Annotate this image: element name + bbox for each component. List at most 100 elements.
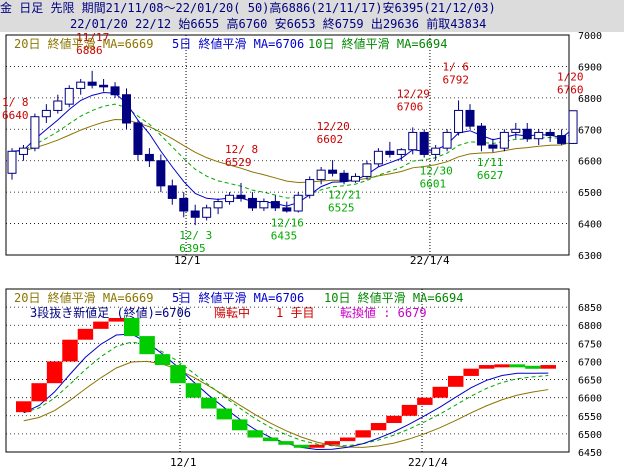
- brick-up: [16, 401, 32, 413]
- plot-frame: [5, 34, 570, 256]
- y-tick-label: 6800: [578, 321, 602, 332]
- y-tick-label: 6600: [578, 394, 602, 405]
- candle-down: [385, 150, 395, 155]
- candle-up: [534, 131, 544, 140]
- candle-up: [351, 175, 360, 182]
- candle-down: [270, 201, 280, 209]
- y-tick-label: 6750: [578, 339, 602, 350]
- candle-down: [190, 210, 200, 218]
- brick-up: [309, 444, 325, 448]
- y-tick-label: 6300: [578, 251, 602, 262]
- brick-up: [31, 383, 47, 402]
- annotation-label: 6627: [477, 169, 504, 182]
- candle-down: [465, 109, 475, 127]
- candle-down: [167, 185, 177, 199]
- annotation-label: 6886: [76, 44, 103, 57]
- annotation-label: 1/20: [557, 70, 584, 83]
- brick-down: [509, 364, 526, 368]
- candle-up: [568, 110, 578, 144]
- candle-up: [442, 131, 452, 149]
- candle-down: [282, 207, 292, 212]
- ma20-line: [11, 119, 574, 183]
- candle-down: [557, 135, 567, 144]
- candle-up: [30, 116, 40, 149]
- annotation-label: 6525: [328, 201, 355, 214]
- candle-up: [7, 150, 17, 174]
- brick-down: [525, 365, 541, 369]
- candle-up: [18, 147, 28, 155]
- x-tick-label: 12/1: [170, 456, 197, 469]
- brick-up: [340, 437, 356, 442]
- chart-header-quote: 22/01/20 22/12 始6655 高6760 安6653 終6759 出…: [0, 16, 624, 32]
- brick-up: [62, 339, 78, 362]
- candle-up: [76, 81, 86, 89]
- y-tick-label: 6500: [578, 188, 602, 199]
- brick-up: [46, 361, 63, 384]
- brick-down: [216, 408, 232, 420]
- candle-up: [431, 147, 441, 155]
- annotation-label: 6602: [317, 133, 344, 146]
- annotation-label: 12/21: [328, 188, 361, 201]
- brick-up: [478, 365, 495, 369]
- brick-up: [370, 423, 387, 431]
- annotation-label: 12/29: [397, 87, 430, 100]
- candle-down: [247, 197, 257, 209]
- candle-down: [179, 197, 189, 212]
- candle-down: [419, 131, 429, 155]
- candle-down: [99, 84, 109, 88]
- brick-down: [262, 437, 279, 442]
- candle-down: [545, 131, 555, 137]
- legend2-ma20: 20日 終値平滑 MA=6669: [14, 290, 153, 305]
- candle-down: [144, 153, 154, 162]
- legend-ma5: 5日 終値平滑 MA=6706: [172, 36, 304, 51]
- brick-up: [540, 365, 556, 369]
- legend-ma20: 20日 終値平滑 MA=6669: [14, 36, 153, 51]
- brick-down: [201, 397, 217, 409]
- annotation-label: 12/20: [317, 120, 350, 133]
- candle-down: [87, 81, 97, 86]
- brick-down: [232, 419, 248, 431]
- legend2-ma5: 5日 終値平滑 MA=6706: [172, 290, 304, 305]
- annotation-label: 12/ 3: [179, 229, 212, 242]
- brick-up: [93, 321, 109, 329]
- candle-up: [511, 128, 521, 133]
- newprice-step: 1 手目: [276, 306, 314, 320]
- candle-down: [328, 169, 338, 174]
- annotation-label: 6760: [557, 83, 584, 96]
- candle-up: [362, 163, 372, 177]
- brick-down: [247, 430, 263, 438]
- candle-down: [156, 160, 166, 187]
- annotation-label: 6792: [443, 73, 470, 86]
- x-tick-label: 22/1/4: [410, 254, 450, 267]
- brick-up: [494, 364, 510, 368]
- candle-down: [122, 94, 131, 124]
- brick-down: [139, 336, 155, 355]
- brick-down: [185, 383, 202, 398]
- brick-down: [293, 444, 310, 448]
- newprice-reversal: 転換値 : 6679: [340, 305, 427, 320]
- candle-down: [133, 122, 143, 155]
- brick-up: [324, 441, 340, 445]
- candle-up: [293, 194, 303, 212]
- candle-up: [305, 179, 315, 196]
- candle-up: [53, 100, 63, 111]
- brick-up: [355, 430, 371, 438]
- annotation-label: 6706: [397, 100, 424, 113]
- y-tick-label: 6850: [578, 303, 602, 314]
- candle-up: [396, 149, 406, 155]
- y-tick-label: 6700: [578, 125, 602, 136]
- brick-down: [154, 354, 171, 366]
- candle-up: [64, 87, 74, 105]
- y-tick-label: 6900: [578, 62, 602, 73]
- y-tick-label: 6800: [578, 94, 602, 105]
- candle-up: [259, 201, 269, 209]
- brick-up: [108, 317, 124, 322]
- annotation-label: 6601: [420, 177, 447, 190]
- brick-up: [463, 368, 479, 376]
- x-tick-label: 22/1/4: [408, 456, 448, 469]
- candle-down: [476, 125, 486, 146]
- bottom-legend: 20日 終値平滑 MA=6669 5日 終値平滑 MA=6706 10日 終値平…: [14, 290, 463, 320]
- annotation-label: 6435: [271, 230, 298, 243]
- candle-up: [213, 201, 223, 209]
